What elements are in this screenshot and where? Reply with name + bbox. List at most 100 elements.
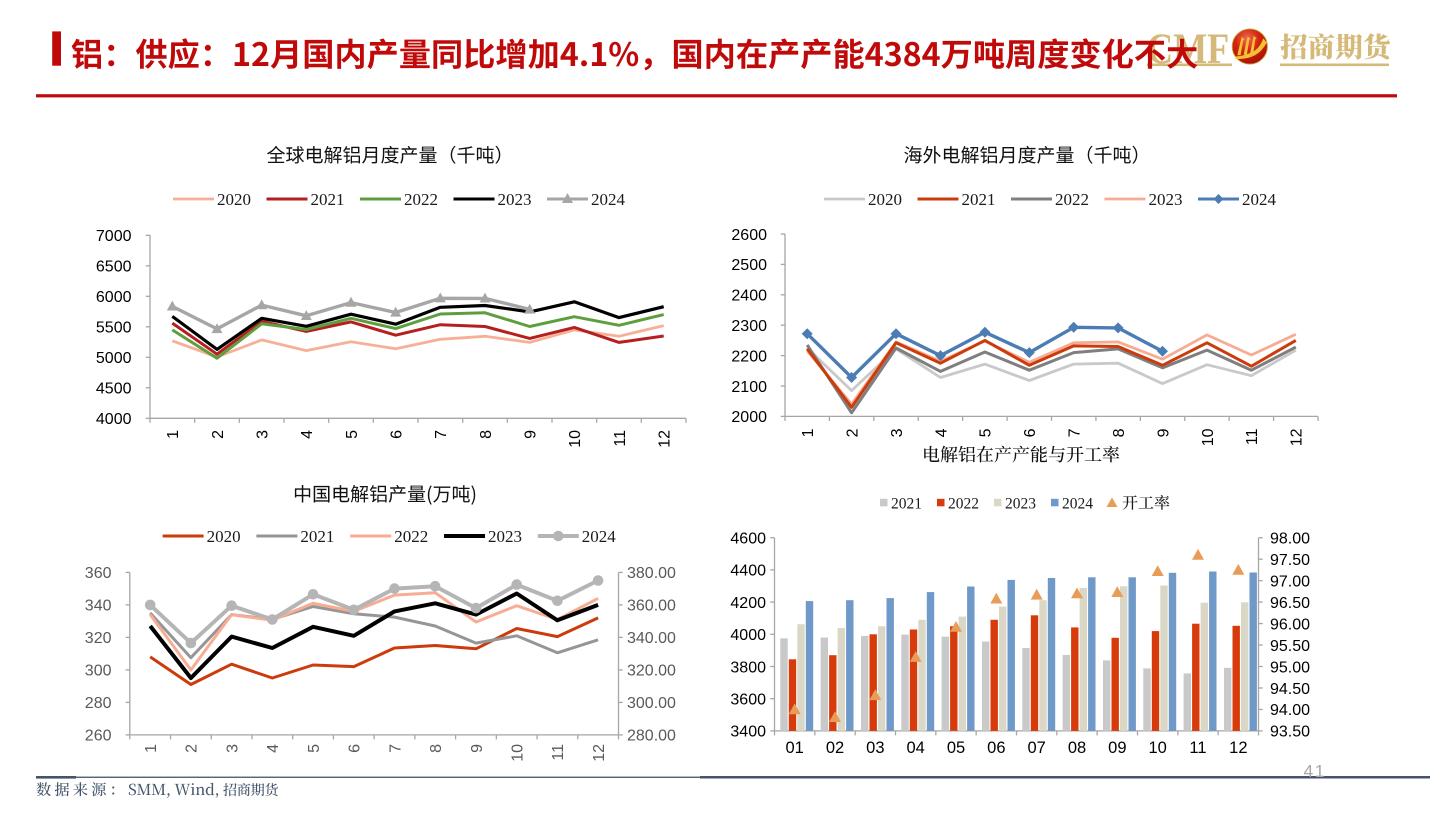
svg-text:10: 10 [567, 430, 584, 448]
svg-text:3600: 3600 [730, 692, 766, 709]
svg-text:2023: 2023 [498, 190, 532, 209]
svg-text:2022: 2022 [1055, 190, 1089, 209]
svg-text:05: 05 [947, 739, 965, 757]
svg-text:8: 8 [478, 430, 495, 439]
svg-text:12: 12 [656, 430, 673, 448]
svg-text:7: 7 [387, 744, 404, 753]
svg-text:320: 320 [85, 630, 112, 647]
svg-text:280.00: 280.00 [627, 728, 676, 745]
svg-text:94.50: 94.50 [1270, 681, 1310, 698]
svg-text:5: 5 [306, 744, 323, 753]
svg-text:11: 11 [550, 744, 567, 761]
svg-text:08: 08 [1068, 739, 1086, 757]
svg-text:2: 2 [184, 744, 201, 753]
svg-text:4400: 4400 [730, 563, 766, 580]
svg-text:6: 6 [388, 430, 405, 439]
svg-text:2: 2 [844, 428, 861, 437]
svg-text:3: 3 [889, 428, 906, 437]
svg-text:2020: 2020 [207, 527, 241, 546]
svg-text:2021: 2021 [962, 190, 996, 209]
svg-text:41: 41 [1304, 761, 1326, 781]
svg-text:2021: 2021 [300, 527, 334, 546]
svg-text:95.50: 95.50 [1270, 638, 1310, 655]
svg-text:6500: 6500 [96, 259, 132, 276]
svg-text:9: 9 [469, 744, 486, 753]
svg-text:5500: 5500 [96, 320, 132, 337]
svg-text:2021: 2021 [311, 190, 345, 209]
svg-text:1: 1 [143, 744, 160, 753]
svg-text:2023: 2023 [1149, 190, 1183, 209]
svg-text:8: 8 [428, 744, 445, 753]
svg-text:4500: 4500 [96, 381, 132, 398]
svg-text:2024: 2024 [582, 527, 617, 546]
svg-text:4200: 4200 [730, 595, 766, 612]
svg-text:09: 09 [1108, 739, 1126, 757]
svg-text:280: 280 [85, 695, 112, 712]
svg-text:5000: 5000 [96, 350, 132, 367]
svg-text:2023: 2023 [1005, 496, 1036, 513]
svg-text:93.50: 93.50 [1270, 724, 1310, 741]
svg-text:95.00: 95.00 [1270, 659, 1310, 676]
svg-text:2100: 2100 [731, 379, 767, 396]
svg-text:04: 04 [906, 739, 924, 757]
svg-text:96.50: 96.50 [1270, 595, 1310, 612]
svg-text:9: 9 [522, 430, 539, 439]
svg-text:4: 4 [265, 744, 282, 753]
svg-text:98.00: 98.00 [1270, 531, 1310, 548]
svg-text:2300: 2300 [731, 318, 767, 335]
svg-text:260: 260 [85, 728, 112, 745]
svg-text:12: 12 [591, 744, 608, 762]
svg-text:11: 11 [1244, 428, 1261, 445]
svg-text:6: 6 [1022, 428, 1039, 437]
svg-text:2022: 2022 [404, 190, 438, 209]
svg-text:320.00: 320.00 [627, 663, 676, 680]
svg-text:11: 11 [612, 430, 629, 447]
svg-text:4: 4 [933, 428, 950, 437]
svg-text:97.00: 97.00 [1270, 573, 1310, 590]
svg-text:7: 7 [433, 430, 450, 439]
svg-text:2024: 2024 [1062, 496, 1093, 513]
svg-text:2022: 2022 [948, 496, 979, 513]
svg-text:5: 5 [344, 430, 361, 439]
svg-text:9: 9 [1155, 428, 1172, 437]
svg-text:01: 01 [785, 739, 803, 757]
svg-text:2200: 2200 [731, 348, 767, 365]
svg-text:10: 10 [1148, 739, 1166, 757]
svg-text:06: 06 [987, 739, 1005, 757]
svg-text:3: 3 [254, 430, 271, 439]
svg-text:2020: 2020 [868, 190, 902, 209]
svg-text:2020: 2020 [217, 190, 251, 209]
svg-text:380.00: 380.00 [627, 565, 676, 582]
svg-text:340: 340 [85, 598, 112, 615]
svg-text:340.00: 340.00 [627, 630, 676, 647]
svg-text:2023: 2023 [488, 527, 522, 546]
svg-text:07: 07 [1027, 739, 1045, 757]
svg-text:4: 4 [299, 430, 316, 439]
svg-text:360.00: 360.00 [627, 598, 676, 615]
svg-text:3800: 3800 [730, 659, 766, 676]
svg-text:3: 3 [224, 744, 241, 753]
svg-text:4000: 4000 [730, 627, 766, 644]
svg-text:2024: 2024 [1242, 190, 1277, 209]
svg-text:2500: 2500 [731, 257, 767, 274]
svg-text:2021: 2021 [891, 496, 922, 513]
svg-text:2400: 2400 [731, 288, 767, 305]
svg-text:12: 12 [1289, 428, 1306, 446]
svg-text:4600: 4600 [730, 531, 766, 548]
svg-text:94.00: 94.00 [1270, 702, 1310, 719]
svg-text:2000: 2000 [731, 409, 767, 426]
svg-text:300.00: 300.00 [627, 695, 676, 712]
svg-text:2024: 2024 [591, 190, 626, 209]
svg-text:10: 10 [1200, 428, 1217, 446]
svg-text:2: 2 [210, 430, 227, 439]
svg-text:2022: 2022 [394, 527, 428, 546]
svg-text:1: 1 [800, 428, 817, 437]
svg-text:10: 10 [509, 744, 526, 762]
svg-text:5: 5 [978, 428, 995, 437]
svg-text:1: 1 [165, 430, 182, 439]
svg-text:6000: 6000 [96, 289, 132, 306]
svg-text:3400: 3400 [730, 724, 766, 741]
svg-text:7000: 7000 [96, 228, 132, 245]
svg-text:97.50: 97.50 [1270, 552, 1310, 569]
svg-text:360: 360 [85, 565, 112, 582]
